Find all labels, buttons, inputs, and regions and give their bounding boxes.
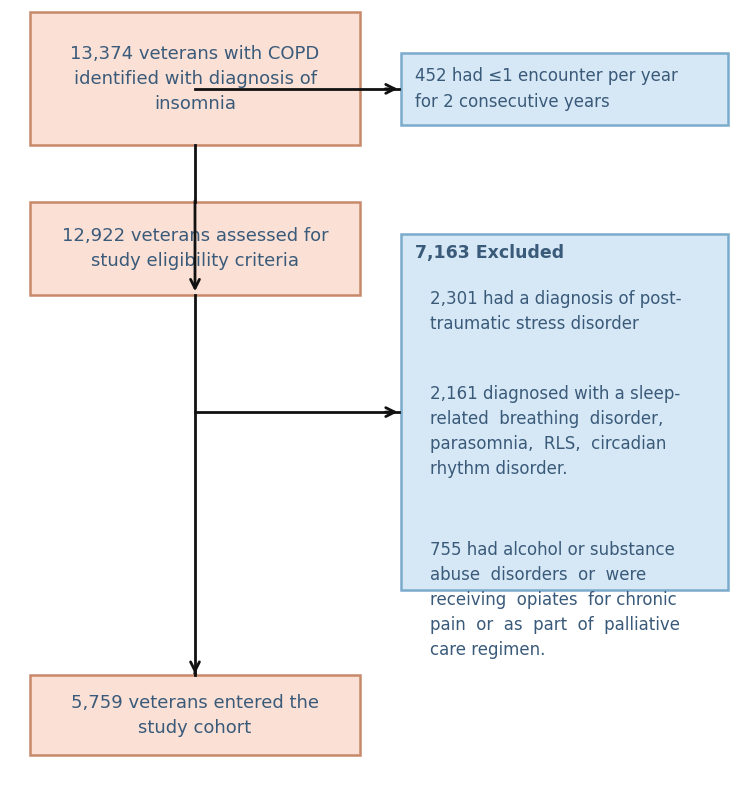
FancyBboxPatch shape [30, 202, 360, 295]
Text: 2,161 diagnosed with a sleep-
related  breathing  disorder,
parasomnia,  RLS,  c: 2,161 diagnosed with a sleep- related br… [430, 385, 680, 478]
FancyBboxPatch shape [401, 53, 728, 125]
Text: 755 had alcohol or substance
abuse  disorders  or  were
receiving  opiates  for : 755 had alcohol or substance abuse disor… [430, 541, 680, 659]
Text: 12,922 veterans assessed for
study eligibility criteria: 12,922 veterans assessed for study eligi… [62, 227, 328, 270]
Text: 7,163 Excluded: 7,163 Excluded [415, 244, 564, 262]
Text: 452 had ≤1 encounter per year
for 2 consecutive years: 452 had ≤1 encounter per year for 2 cons… [415, 67, 678, 111]
FancyBboxPatch shape [30, 12, 360, 145]
Text: 2,301 had a diagnosis of post-
traumatic stress disorder: 2,301 had a diagnosis of post- traumatic… [430, 290, 681, 333]
FancyBboxPatch shape [401, 234, 728, 590]
FancyBboxPatch shape [30, 675, 360, 755]
Text: 13,374 veterans with COPD
identified with diagnosis of
insomnia: 13,374 veterans with COPD identified wit… [70, 44, 320, 113]
Text: 5,759 veterans entered the
study cohort: 5,759 veterans entered the study cohort [71, 693, 319, 737]
